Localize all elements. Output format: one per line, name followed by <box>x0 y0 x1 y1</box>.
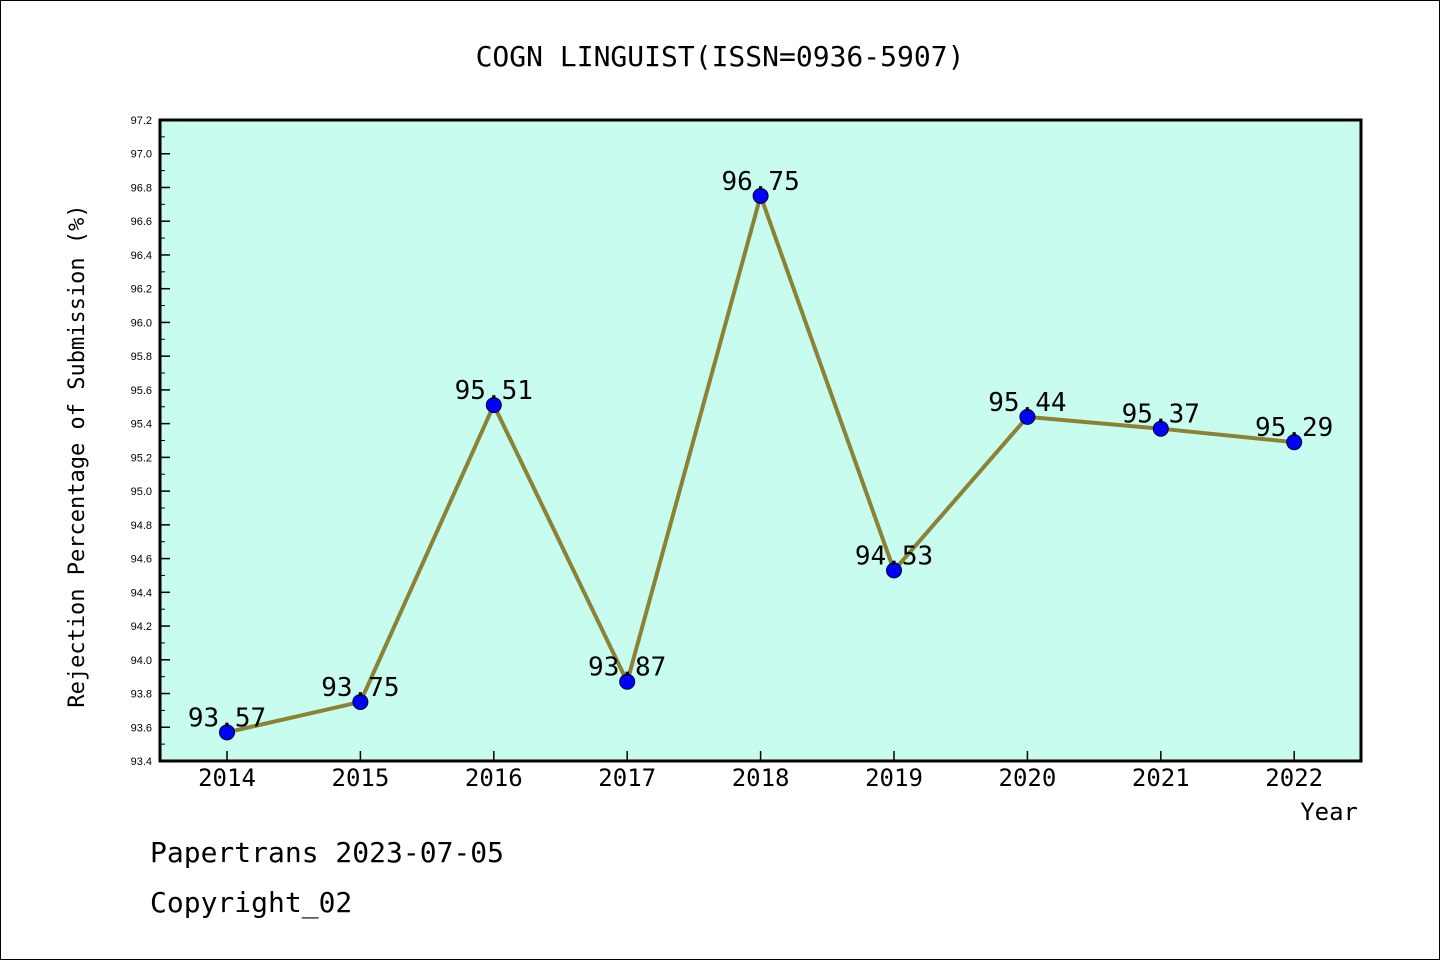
y-tick-label: 94.2 <box>131 621 152 633</box>
y-tick-label: 96.4 <box>131 250 152 262</box>
data-label: 94.53 <box>855 541 933 571</box>
y-tick-label: 94.4 <box>131 587 152 599</box>
y-tick-label: 95.4 <box>131 419 152 431</box>
data-label: 95.29 <box>1255 413 1333 443</box>
x-tick-label: 2022 <box>1265 764 1323 792</box>
y-tick-label: 93.6 <box>131 722 152 734</box>
x-tick-label: 2018 <box>732 764 790 792</box>
data-label: 95.37 <box>1122 400 1200 430</box>
y-tick-label: 94.0 <box>131 655 152 667</box>
x-axis: 2014 2015 2016 2017 2018 2019 2020 2021 2022 <box>198 751 1323 792</box>
y-tick-label: 95.8 <box>131 351 152 363</box>
data-labels: 93.57 93.75 95.51 93.87 96.75 94.53 95.44 95.37… <box>188 167 1333 733</box>
y-tick-label: 93.4 <box>131 756 152 768</box>
data-point <box>1286 434 1303 451</box>
x-tick-label: 2017 <box>598 764 656 792</box>
data-point <box>1152 420 1169 437</box>
y-tick-label: 94.8 <box>131 520 152 532</box>
data-label: 96.75 <box>721 167 799 197</box>
y-tick-label: 95.6 <box>131 385 152 397</box>
y-tick-label: 97.0 <box>131 149 152 161</box>
x-tick-label: 2014 <box>198 764 256 792</box>
x-tick-label: 2020 <box>999 764 1057 792</box>
y-tick-label: 97.2 <box>131 115 152 127</box>
data-point <box>619 673 636 690</box>
data-point <box>485 397 502 414</box>
series-line <box>219 187 1303 741</box>
y-tick-label: 96.6 <box>131 216 152 228</box>
x-axis-label: Year <box>1300 798 1358 826</box>
y-tick-label: 94.6 <box>131 554 152 566</box>
x-tick-label: 2016 <box>465 764 523 792</box>
y-tick-label: 95.2 <box>131 452 152 464</box>
data-label: 95.44 <box>988 388 1066 418</box>
data-label: 93.87 <box>588 653 666 683</box>
footer-copyright: Copyright_02 <box>150 886 353 919</box>
footer-date: Papertrans 2023-07-05 <box>150 836 505 869</box>
x-tick-label: 2015 <box>332 764 390 792</box>
data-label: 95.51 <box>455 376 533 406</box>
chart-title: COGN LINGUIST(ISSN=0936-5907) <box>476 40 965 73</box>
plot-area <box>158 118 1363 763</box>
data-label: 93.57 <box>188 703 266 733</box>
y-tick-label: 96.2 <box>131 284 152 296</box>
data-point <box>352 693 369 710</box>
y-tick-label: 95.0 <box>131 486 152 498</box>
data-point <box>1019 408 1036 425</box>
x-tick-label: 2019 <box>865 764 923 792</box>
y-tick-label: 96.0 <box>131 317 152 329</box>
x-tick-label: 2021 <box>1132 764 1190 792</box>
y-tick-label: 93.8 <box>131 689 152 701</box>
y-axis-label: Rejection Percentage of Submission (%) <box>65 204 90 707</box>
data-point <box>752 187 769 204</box>
y-axis: 93.4 93.6 93.8 94.0 94.2 94.4 94.6 94.8 95.0 95.2… <box>131 115 170 768</box>
y-tick-label: 96.8 <box>131 182 152 194</box>
data-point <box>886 562 902 579</box>
data-label: 93.75 <box>321 673 399 703</box>
data-point <box>219 724 235 741</box>
